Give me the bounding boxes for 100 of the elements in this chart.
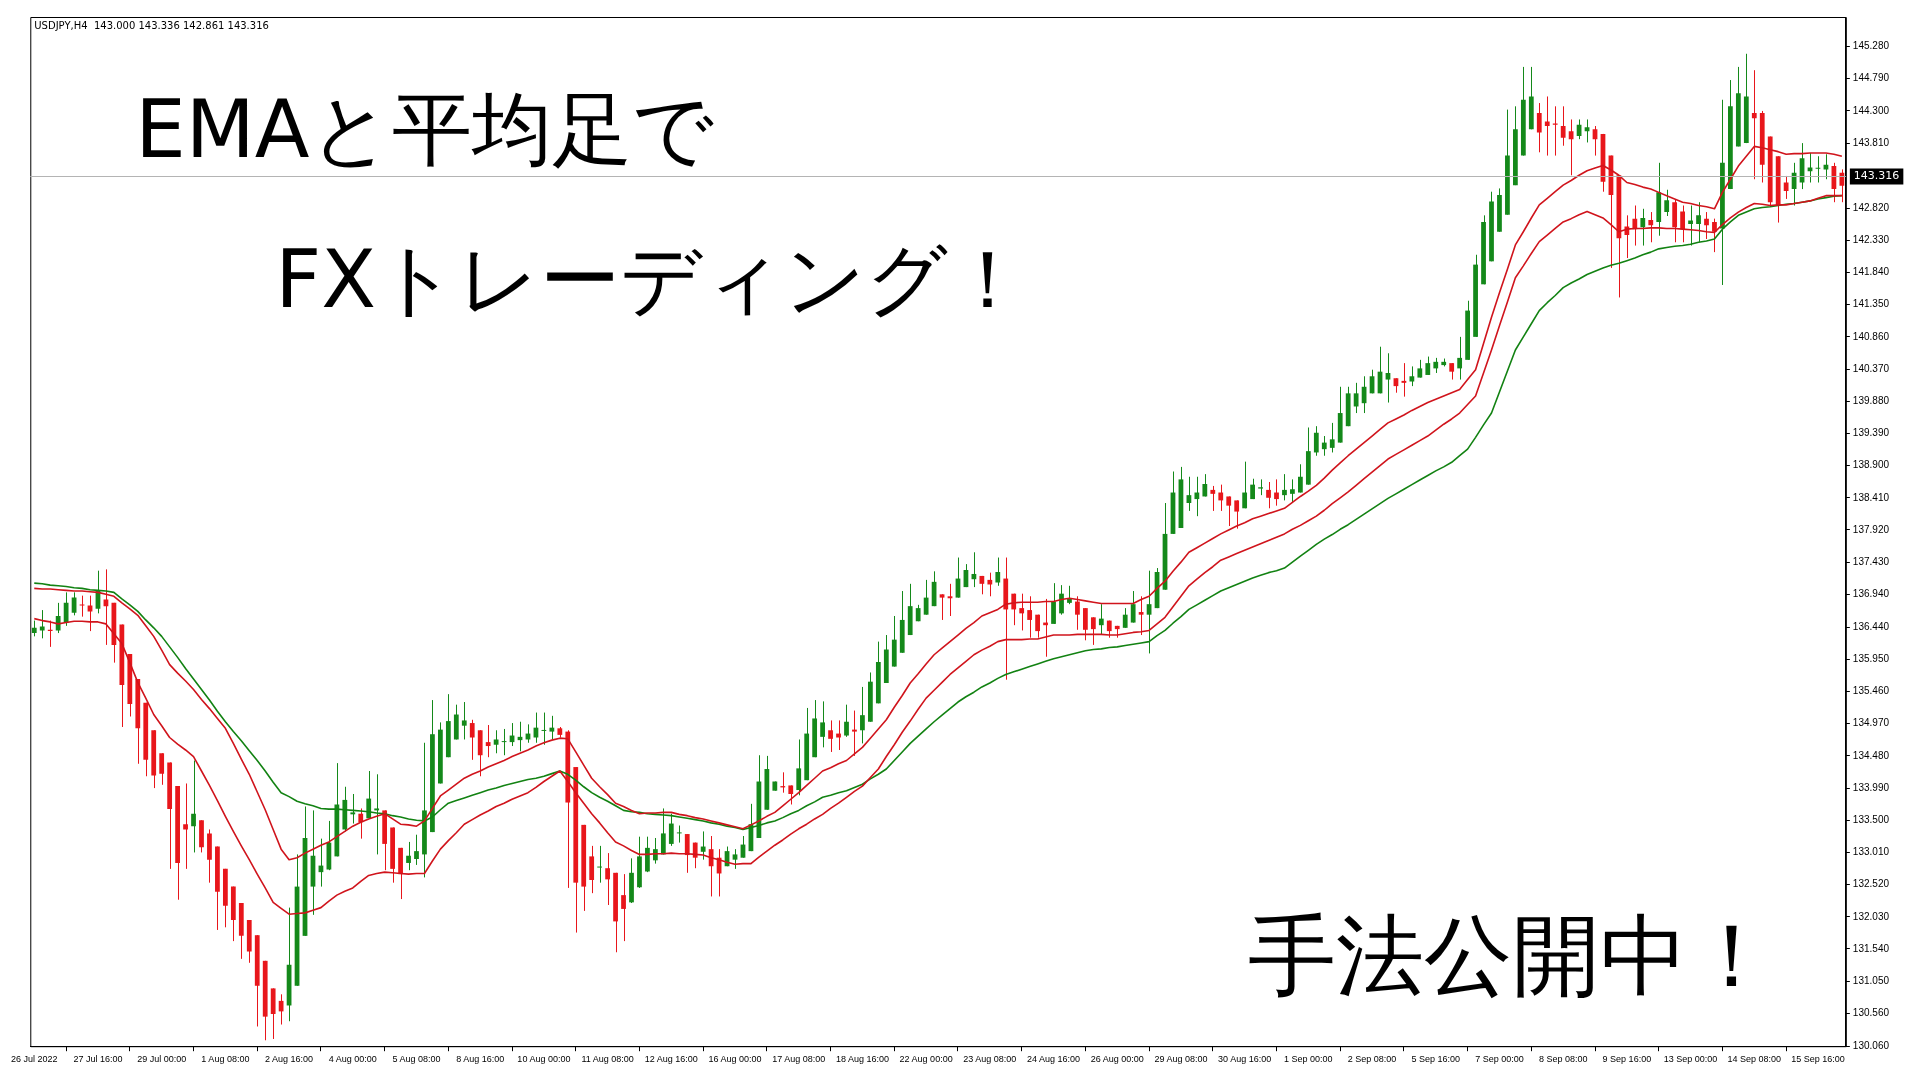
x-tick-label: 14 Sep 08:00 — [1727, 1054, 1782, 1065]
y-tick-label: 140.860 — [1852, 330, 1890, 342]
y-tick-label: 138.900 — [1852, 459, 1890, 471]
candlestick — [732, 848, 738, 870]
candlestick — [589, 845, 595, 894]
x-tick-label: 16 Aug 00:00 — [708, 1054, 762, 1065]
y-tick-label: 141.350 — [1852, 298, 1890, 310]
y-tick-label: 135.460 — [1852, 685, 1890, 697]
candlestick — [1067, 585, 1072, 605]
candlestick — [1664, 189, 1670, 217]
y-tick-label: 133.010 — [1852, 846, 1890, 858]
candlestick — [1688, 205, 1693, 247]
candlestick — [1210, 485, 1216, 512]
annotation: 手法公開中！ — [1247, 904, 1776, 1008]
candlestick — [1568, 118, 1574, 176]
candlestick — [844, 704, 849, 738]
candlestick — [1680, 205, 1685, 243]
candlestick — [1696, 201, 1701, 243]
y-tick-label: 131.050 — [1852, 974, 1890, 986]
candlestick — [788, 784, 794, 805]
candlestick — [987, 572, 993, 597]
candlestick — [1385, 352, 1391, 404]
candlestick — [1242, 461, 1248, 509]
candlestick — [406, 841, 411, 871]
y-tick-label: 145.280 — [1852, 40, 1890, 52]
candlestick — [1329, 422, 1335, 453]
x-tick-label: 23 Aug 08:00 — [963, 1054, 1017, 1065]
candlestick — [676, 825, 682, 844]
y-tick-label: 144.300 — [1852, 104, 1890, 116]
y-tick-label: 139.390 — [1852, 427, 1890, 439]
candlestick — [485, 724, 491, 758]
candlestick — [1632, 205, 1638, 247]
x-tick-label: 26 Jul 2022 — [11, 1054, 58, 1065]
x-tick-label: 22 Aug 00:00 — [899, 1054, 953, 1065]
y-tick-label: 136.940 — [1852, 588, 1890, 600]
y-tick-label: 132.030 — [1852, 910, 1890, 922]
y-tick-label: 140.370 — [1852, 362, 1890, 374]
candlestick — [684, 833, 690, 874]
y-tick-label: 133.500 — [1852, 814, 1890, 826]
x-tick-label: 4 Aug 00:00 — [328, 1054, 377, 1065]
candlestick — [820, 700, 825, 748]
ref-line-label: 143.316 — [1853, 169, 1900, 183]
candlestick — [1274, 478, 1279, 507]
candlestick — [1640, 208, 1646, 247]
x-tick-label: 7 Sep 00:00 — [1475, 1054, 1524, 1065]
candlestick — [605, 852, 610, 906]
candlestick — [414, 834, 419, 866]
x-tick-label: 13 Sep 00:00 — [1663, 1054, 1718, 1065]
candlestick — [469, 719, 475, 761]
candlestick — [1298, 463, 1303, 494]
candlestick — [1266, 481, 1271, 509]
candlestick — [621, 873, 626, 942]
candlestick — [1712, 218, 1717, 253]
candlestick — [796, 738, 802, 796]
candlestick — [1090, 616, 1096, 646]
y-tick-label: 137.430 — [1852, 555, 1890, 567]
candlestick — [923, 579, 929, 616]
candlestick — [1425, 356, 1431, 376]
x-tick-label: 26 Aug 00:00 — [1090, 1054, 1144, 1065]
candlestick — [708, 835, 714, 897]
candlestick — [692, 842, 698, 869]
x-tick-label: 2 Aug 16:00 — [265, 1054, 314, 1065]
x-tick-label: 1 Sep 00:00 — [1284, 1054, 1333, 1065]
candlestick — [1536, 102, 1542, 153]
x-tick-label: 11 Aug 08:00 — [581, 1054, 634, 1065]
y-tick-label: 137.920 — [1852, 523, 1890, 535]
y-tick-label: 138.410 — [1852, 491, 1890, 503]
candlestick — [1751, 69, 1757, 180]
x-tick-label: 10 Aug 00:00 — [517, 1054, 571, 1065]
annotation: USDJPY,H4 143.000 143.336 142.861 143.316 — [34, 20, 269, 31]
x-tick-label: 12 Aug 16:00 — [644, 1054, 698, 1065]
y-tick-label: 131.540 — [1852, 942, 1890, 954]
candlestick — [700, 830, 706, 861]
candlestick — [55, 602, 61, 634]
y-tick-label: 132.520 — [1852, 878, 1890, 890]
candlestick — [852, 710, 857, 757]
y-tick-label: 134.480 — [1852, 749, 1890, 761]
candlestick — [1019, 593, 1025, 631]
candlestick — [860, 686, 865, 744]
x-tick-label: 18 Aug 16:00 — [835, 1054, 889, 1065]
x-tick-label: 8 Aug 16:00 — [456, 1054, 505, 1065]
candlestick — [1098, 603, 1104, 636]
x-tick-label: 8 Sep 08:00 — [1538, 1054, 1588, 1065]
x-tick-label: 29 Jul 00:00 — [137, 1054, 187, 1065]
candlestick — [461, 701, 467, 740]
candlestick — [350, 793, 356, 825]
candlestick — [1783, 175, 1789, 200]
candlestick — [1234, 499, 1240, 530]
candlestick — [63, 591, 69, 627]
x-tick-label: 30 Aug 16:00 — [1218, 1054, 1272, 1065]
candlestick — [1648, 211, 1654, 243]
candlestick — [1130, 590, 1136, 624]
candlestick — [1226, 495, 1232, 527]
candlestick — [358, 807, 364, 840]
candlestick — [1313, 425, 1319, 457]
candlestick — [159, 752, 165, 786]
candlestick — [1051, 582, 1056, 625]
candlestick — [1353, 382, 1359, 414]
candlestick — [1457, 336, 1463, 381]
candlestick — [1321, 435, 1327, 457]
